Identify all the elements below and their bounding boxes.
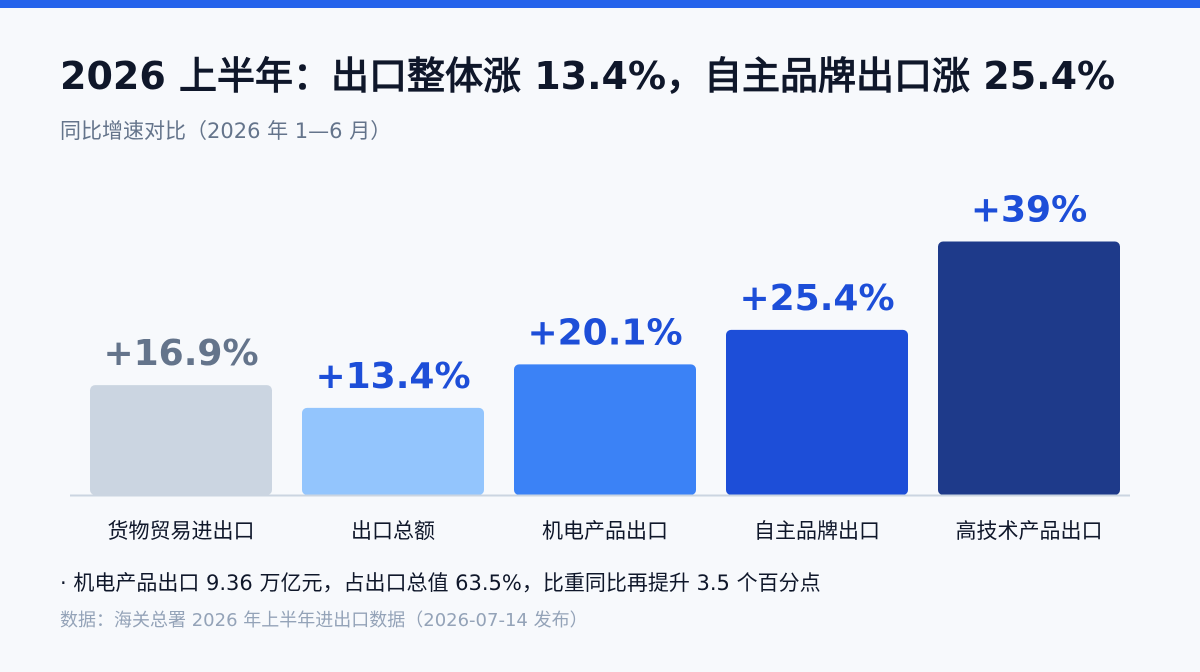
category-label-1: 货物贸易进出口 bbox=[108, 519, 255, 543]
bar-1 bbox=[90, 385, 272, 495]
bar-5 bbox=[938, 241, 1120, 495]
value-label-1: +16.9% bbox=[103, 333, 258, 374]
value-label-3: +20.1% bbox=[527, 312, 682, 353]
category-label-2: 出口总额 bbox=[351, 519, 435, 543]
value-label-2: +13.4% bbox=[315, 356, 470, 397]
top-accent-bar bbox=[0, 0, 1200, 8]
category-label-5: 高技术产品出口 bbox=[956, 519, 1103, 543]
category-label-3: 机电产品出口 bbox=[542, 519, 668, 543]
category-label-4: 自主品牌出口 bbox=[754, 519, 880, 543]
bar-4 bbox=[726, 329, 908, 495]
footnote: · 机电产品出口 9.36 万亿元，占出口总值 63.5%，比重同比再提升 3.… bbox=[60, 571, 821, 595]
value-label-4: +25.4% bbox=[739, 278, 894, 319]
data-source: 数据：海关总署 2026 年上半年进出口数据（2026-07-14 发布） bbox=[60, 610, 588, 631]
chart-subtitle: 同比增速对比（2026 年 1—6 月） bbox=[60, 119, 392, 143]
chart-title: 2026 上半年：出口整体涨 13.4%，自主品牌出口涨 25.4% bbox=[60, 54, 1116, 98]
bar-2 bbox=[302, 407, 484, 495]
bar-chart: +16.9% 货物贸易进出口 +13.4% 出口总额 +20.1% 机电产品出口 +25.4… bbox=[70, 190, 1130, 543]
bar-3 bbox=[514, 364, 696, 495]
value-label-5: +39% bbox=[971, 190, 1087, 231]
